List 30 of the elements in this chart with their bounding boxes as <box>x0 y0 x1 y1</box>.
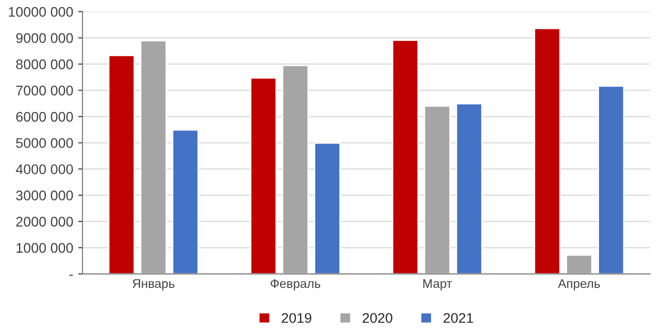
bar <box>456 102 483 274</box>
bar <box>392 40 419 274</box>
y-tick-label: 9000 000 <box>16 33 73 44</box>
legend-label: 2020 <box>362 313 392 323</box>
x-tick-label: Апрель <box>558 279 600 290</box>
bar <box>566 254 593 274</box>
legend-label: 2021 <box>444 313 474 323</box>
bar <box>424 105 451 274</box>
y-tick-label: 10000 000 <box>8 6 73 17</box>
y-tick-label: 1000 000 <box>16 243 73 253</box>
y-tick-label: 2000 000 <box>16 216 73 227</box>
legend-label: 2019 <box>282 313 312 323</box>
y-tick-label: 8000 000 <box>16 59 73 70</box>
bar <box>282 64 309 274</box>
bar <box>172 129 199 274</box>
bar <box>534 28 561 274</box>
y-tick-label: 7000 000 <box>16 86 73 96</box>
y-tick-label: 4000 000 <box>16 164 73 174</box>
y-tick-label: - <box>69 274 73 276</box>
x-tick-label: Февраль <box>270 279 320 290</box>
bar <box>108 54 135 274</box>
bar <box>250 77 277 274</box>
bar <box>314 142 341 274</box>
y-tick-label: 5000 000 <box>16 138 73 148</box>
bar <box>598 85 625 274</box>
x-tick-label: Январь <box>132 279 174 290</box>
y-tick-label: 6000 000 <box>16 112 73 122</box>
y-tick-label: 3000 000 <box>16 190 73 200</box>
x-tick-label: Март <box>423 279 452 290</box>
bar <box>140 40 167 274</box>
